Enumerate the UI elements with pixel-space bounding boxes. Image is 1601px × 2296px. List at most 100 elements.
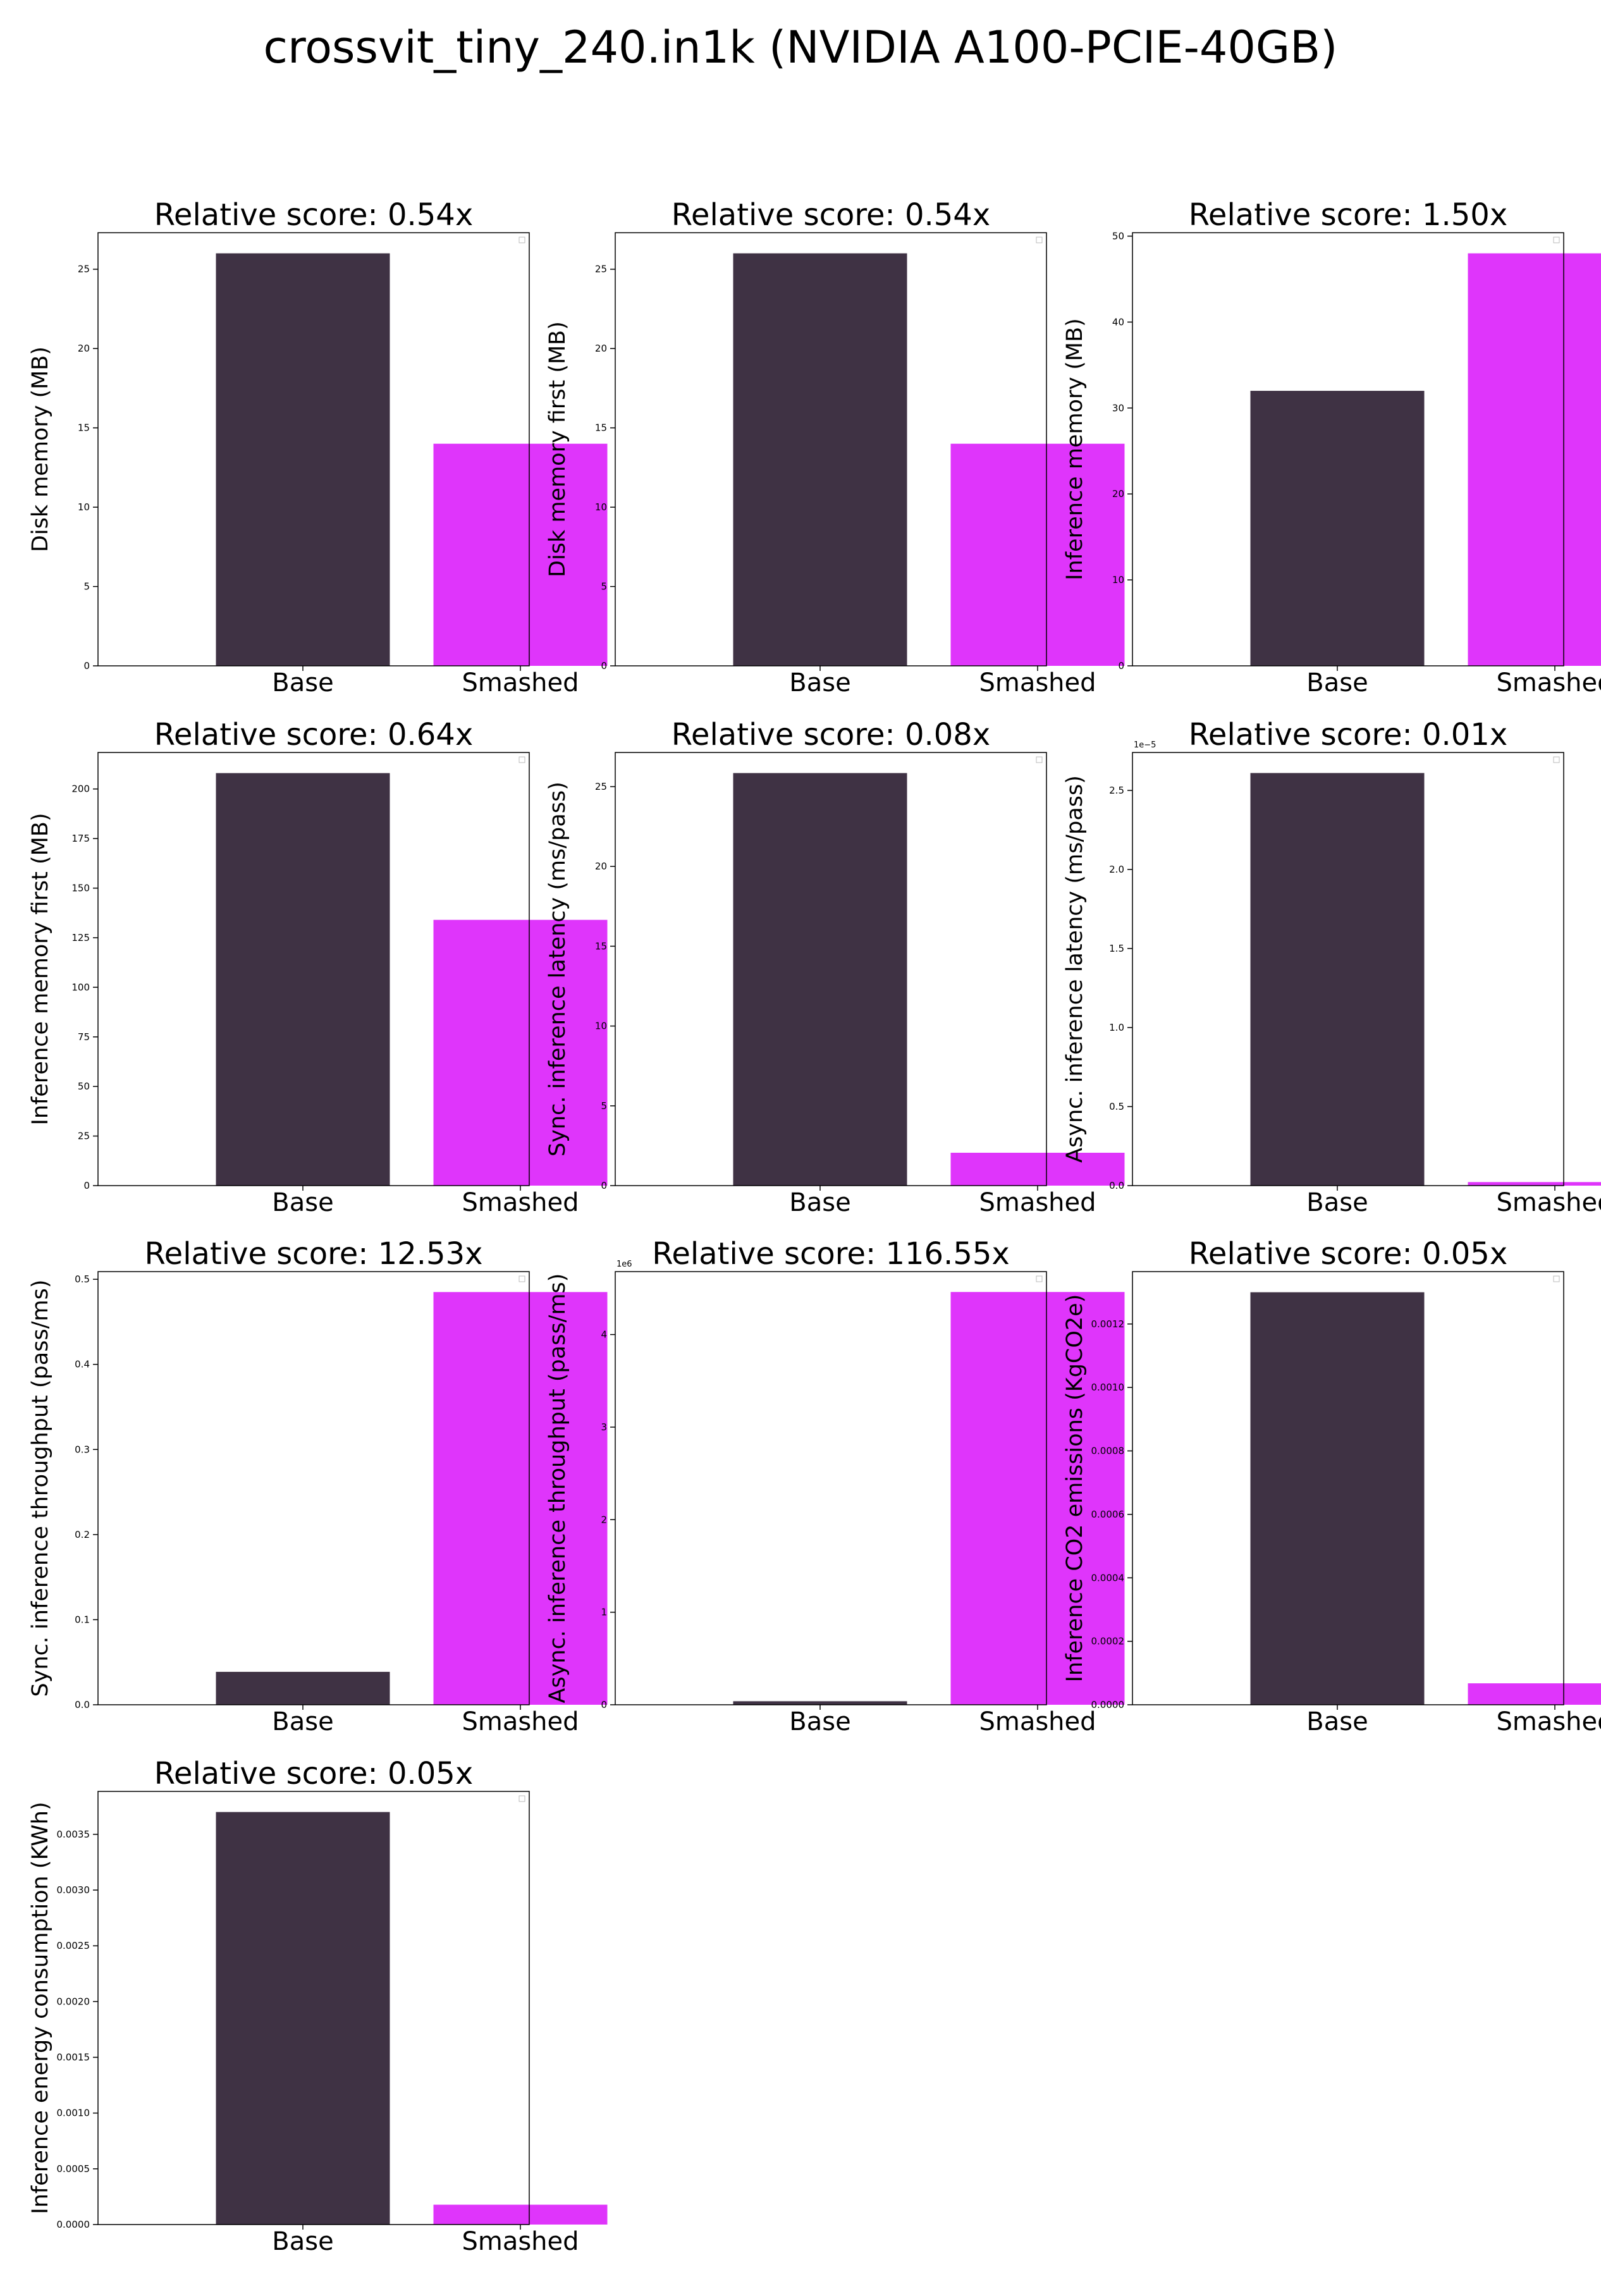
bar-base <box>216 1671 390 1705</box>
axes-frame <box>97 1791 530 2225</box>
y-axis-label: Inference CO2 emissions (KgCO2e) <box>1062 1294 1088 1683</box>
y-tick-label: 175 <box>71 833 90 844</box>
y-tick-label: 0.0 <box>1109 1180 1124 1191</box>
y-offset-label: 1e6 <box>616 1260 632 1269</box>
y-tick-label: 0.0004 <box>1091 1572 1125 1583</box>
y-tick-label: 30 <box>1112 402 1124 414</box>
y-tick-label: 5 <box>601 581 607 592</box>
x-tick-label-base: Base <box>272 1188 333 1217</box>
x-tick-label-smashed: Smashed <box>979 1188 1096 1217</box>
y-tick-label: 0.0025 <box>57 1940 90 1951</box>
y-tick-label: 50 <box>78 1081 90 1092</box>
y-tick-label: 0 <box>83 1180 90 1191</box>
bar-base <box>216 773 390 1186</box>
y-tick-label: 25 <box>78 1131 90 1142</box>
y-axis-label: Inference energy consumption (KWh) <box>28 1802 53 2214</box>
bar-base <box>216 1812 390 2225</box>
y-tick-label: 20 <box>1112 488 1124 500</box>
y-tick-label: 20 <box>78 343 90 354</box>
y-tick-label: 1 <box>601 1607 607 1618</box>
x-tick-label-smashed: Smashed <box>462 1188 579 1217</box>
y-tick-label: 0.0012 <box>1091 1318 1125 1330</box>
subplot-9: Relative score: 0.05x 0.0000 0.0002 0.0004 0… <box>1062 1236 1601 1736</box>
y-tick-label: 0 <box>1118 660 1124 672</box>
x-tick-label-base: Base <box>272 1707 333 1736</box>
x-tick-label-smashed: Smashed <box>1496 1188 1601 1217</box>
y-tick-label: 125 <box>71 932 90 943</box>
bar-smashed <box>433 443 608 666</box>
y-tick-label: 0.0000 <box>1091 1699 1125 1710</box>
y-tick-label: 20 <box>595 861 607 872</box>
bar-base <box>733 773 907 1186</box>
y-tick-label: 2.0 <box>1109 864 1124 875</box>
y-tick-label: 50 <box>1112 230 1124 242</box>
bar-smashed <box>1468 1683 1601 1705</box>
subplot-2: Relative score: 0.54x 0 5 10 15 20 25 Base Smash… <box>545 197 1125 697</box>
y-tick-label: 10 <box>595 501 607 513</box>
bar-smashed <box>1468 1182 1601 1186</box>
subplot-10: Relative score: 0.05x 0.0000 0.0005 0.0010 0… <box>28 1756 608 2256</box>
y-axis-label: Inference memory (MB) <box>1062 318 1088 580</box>
y-tick-label: 15 <box>595 940 607 952</box>
y-tick-label: 5 <box>601 1100 607 1112</box>
subplot-title: Relative score: 0.05x <box>154 1756 474 1791</box>
axes-frame <box>1132 232 1564 666</box>
bar-smashed <box>950 1153 1125 1186</box>
y-tick-label: 10 <box>78 501 90 513</box>
y-tick-label: 40 <box>1112 316 1124 328</box>
bar-base <box>733 253 907 666</box>
y-tick-label: 25 <box>78 264 90 275</box>
x-tick-label-smashed: Smashed <box>979 668 1096 697</box>
x-tick-label-smashed: Smashed <box>462 668 579 697</box>
y-tick-label: 0 <box>83 660 90 672</box>
axes-frame <box>97 1271 530 1705</box>
subplot-title: Relative score: 1.50x <box>1189 197 1508 233</box>
y-tick-label: 2.5 <box>1109 785 1124 796</box>
y-tick-label: 200 <box>71 783 90 795</box>
subplot-1: Relative score: 0.54x 0 5 10 15 20 25 Base Smash… <box>28 197 608 697</box>
y-tick-label: 15 <box>78 422 90 434</box>
y-tick-label: 0.5 <box>75 1274 90 1285</box>
legend-box <box>1036 756 1043 763</box>
y-axis-label: Sync. inference latency (ms/pass) <box>545 782 570 1157</box>
x-tick-label-base: Base <box>1306 1188 1368 1217</box>
y-tick-label: 15 <box>595 422 607 434</box>
legend-box <box>518 236 525 243</box>
x-tick-label-base: Base <box>789 1707 850 1736</box>
axes-frame <box>1132 1271 1564 1705</box>
x-tick-label-smashed: Smashed <box>1496 668 1601 697</box>
bar-base <box>216 253 390 666</box>
subplot-5: Relative score: 0.08x 0 5 10 15 20 25 Base Smash… <box>545 717 1125 1217</box>
y-tick-label: 3 <box>601 1421 607 1433</box>
legend-box <box>518 1275 525 1282</box>
y-tick-label: 150 <box>71 883 90 894</box>
subplot-title: Relative score: 0.05x <box>1189 1236 1508 1272</box>
x-tick-label-smashed: Smashed <box>462 2227 579 2256</box>
y-tick-label: 0.0002 <box>1091 1636 1125 1647</box>
y-tick-label: 1.5 <box>1109 943 1124 954</box>
x-tick-label-base: Base <box>789 1188 850 1217</box>
y-tick-label: 0.0030 <box>57 1884 90 1896</box>
bar-base <box>733 1701 907 1705</box>
y-tick-label: 0 <box>601 660 607 672</box>
bar-smashed <box>1468 253 1601 666</box>
y-tick-label: 10 <box>595 1021 607 1032</box>
bar-base <box>1250 391 1425 666</box>
y-tick-label: 25 <box>595 781 607 792</box>
bar-base <box>1250 1292 1425 1705</box>
x-tick-label-base: Base <box>1306 1707 1368 1736</box>
y-tick-label: 0.4 <box>75 1359 90 1370</box>
x-tick-label-base: Base <box>789 668 850 697</box>
x-tick-label-base: Base <box>1306 668 1368 697</box>
axes-frame <box>615 232 1047 666</box>
y-axis-label: Sync. inference throughput (pass/ms) <box>28 1280 53 1697</box>
axes-frame <box>1132 752 1564 1186</box>
y-tick-label: 0.0 <box>75 1699 90 1710</box>
axes-frame <box>97 232 530 666</box>
y-tick-label: 0.0035 <box>57 1829 90 1840</box>
x-tick-label-smashed: Smashed <box>462 1707 579 1736</box>
subplot-3: Relative score: 1.50x 0 10 20 30 40 50 Base Smas… <box>1062 197 1601 697</box>
legend-box <box>1036 236 1043 243</box>
y-axis-label: Inference memory first (MB) <box>28 813 53 1126</box>
y-tick-label: 10 <box>1112 574 1124 586</box>
